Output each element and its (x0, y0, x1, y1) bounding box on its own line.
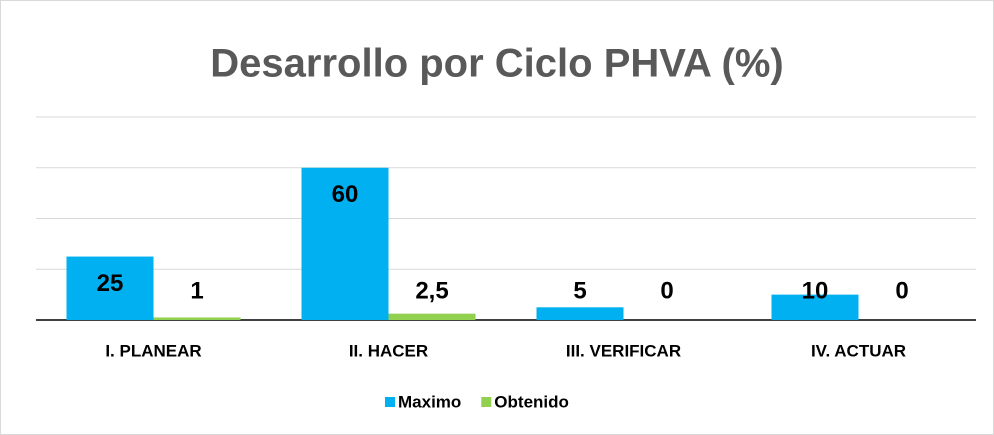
data-label: 5 (573, 277, 586, 304)
legend-label: Maximo (398, 392, 461, 411)
data-label: 10 (802, 277, 829, 304)
chart-title: Desarrollo por Ciclo PHVA (%) (210, 42, 783, 86)
bar (537, 307, 624, 320)
legend-swatch (481, 397, 491, 407)
data-label: 60 (332, 181, 359, 208)
bar (154, 317, 241, 320)
data-label: 0 (895, 277, 908, 304)
legend-label: Obtenido (494, 392, 569, 411)
x-tick-label: II. HACER (349, 341, 428, 360)
chart: Desarrollo por Ciclo PHVA (%) I. PLANEAR… (0, 0, 994, 435)
data-label: 25 (97, 270, 124, 297)
x-tick-label: I. PLANEAR (105, 341, 201, 360)
data-label: 2,5 (415, 277, 448, 304)
x-tick-label: IV. ACTUAR (811, 341, 906, 360)
data-label: 0 (660, 277, 673, 304)
bar (389, 314, 476, 320)
x-tick-label: III. VERIFICAR (566, 341, 681, 360)
data-label: 1 (190, 277, 203, 304)
legend-swatch (385, 397, 395, 407)
